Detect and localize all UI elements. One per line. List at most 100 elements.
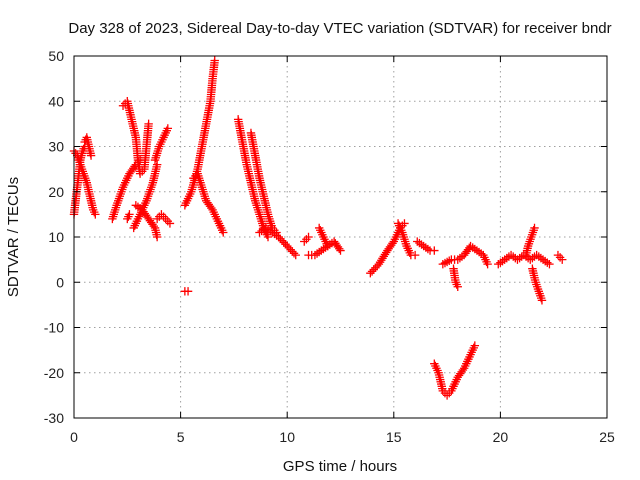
data-point [430, 246, 439, 255]
data-point-interpolated [508, 252, 518, 261]
data-series-arc-2 [80, 133, 96, 160]
data-point-interpolated [312, 249, 322, 258]
data-point-interpolated [265, 226, 275, 236]
data-point [135, 169, 145, 178]
data-point [513, 255, 522, 264]
data-point [451, 278, 460, 287]
data-point-interpolated [197, 180, 206, 190]
data-point [123, 214, 132, 224]
data-point-interpolated [540, 256, 550, 266]
data-point [506, 250, 516, 260]
data-point [494, 259, 503, 269]
data-point-interpolated [199, 187, 208, 196]
data-point [500, 255, 509, 264]
data-point [157, 210, 166, 219]
x-tick-label: 10 [279, 429, 295, 445]
data-point-interpolated [111, 205, 120, 215]
data-point-interpolated [534, 252, 543, 261]
data-point-interpolated [536, 253, 546, 263]
data-point [291, 250, 300, 260]
data-point-interpolated [251, 198, 261, 208]
data-point-interpolated [152, 151, 161, 160]
data-point-interpolated [265, 214, 274, 224]
data-series-arc-11 [180, 287, 193, 296]
data-point [323, 241, 332, 251]
data-point [210, 56, 219, 65]
data-point-interpolated [110, 207, 119, 217]
data-point [483, 259, 492, 269]
data-point-interpolated [253, 203, 262, 212]
data-point-interpolated [515, 253, 524, 263]
data-point [553, 250, 563, 260]
y-tick-label: 0 [56, 274, 64, 290]
data-point-interpolated [159, 212, 168, 221]
data-point-interpolated [440, 258, 450, 268]
data-point-interpolated [257, 216, 266, 226]
data-point [152, 214, 162, 224]
data-point [161, 214, 170, 224]
data-point [453, 282, 462, 291]
data-point [131, 201, 141, 210]
data-point-interpolated [417, 240, 426, 249]
data-point [526, 255, 535, 264]
data-point-interpolated [108, 212, 118, 221]
x-tick-label: 25 [599, 429, 615, 445]
data-point [268, 228, 277, 237]
y-tick-label: 20 [48, 184, 64, 200]
data-point-interpolated [256, 214, 266, 224]
data-point-interpolated [152, 149, 162, 158]
data-point-interpolated [468, 243, 477, 252]
data-series-arc-8 [131, 201, 162, 242]
axis-ticks [73, 55, 608, 419]
data-point [413, 237, 422, 246]
data-point-interpolated [90, 207, 99, 217]
data-point [144, 119, 153, 129]
data-point [152, 160, 162, 169]
data-point-interpolated [109, 210, 118, 219]
data-point [442, 391, 452, 400]
data-point [261, 223, 271, 233]
data-point-interpolated [502, 253, 511, 263]
data-series-arc-26 [494, 250, 554, 269]
data-point-interpolated [543, 258, 552, 267]
data-point [300, 237, 309, 246]
y-tick-label: 30 [48, 139, 64, 155]
data-point [472, 246, 482, 255]
data-point-interpolated [196, 178, 205, 187]
data-series-arc-24 [449, 264, 462, 291]
data-point-interpolated [335, 244, 344, 253]
data-point-interpolated [528, 253, 537, 263]
data-series-arc-15 [246, 128, 281, 237]
data-point-interpolated [481, 255, 490, 264]
data-point [263, 232, 273, 242]
data-point-interpolated [423, 244, 433, 254]
data-point [558, 255, 567, 264]
chart-title: Day 328 of 2023, Sidereal Day-to-day VTE… [68, 20, 611, 37]
data-point [317, 246, 326, 255]
data-point [183, 287, 193, 296]
data-point-interpolated [452, 280, 461, 289]
data-point-interpolated [252, 201, 261, 210]
x-tick-label: 15 [386, 429, 402, 445]
data-point-interpolated [198, 185, 207, 194]
y-tick-label: 50 [48, 48, 64, 64]
data-point-interpolated [255, 212, 265, 221]
y-tick-label: 40 [48, 93, 64, 109]
data-point-interpolated [253, 205, 263, 215]
data-point-interpolated [254, 207, 263, 217]
y-axis-title: SDTVAR / TECUs [5, 177, 22, 297]
x-tick-labels: 0 5 10 15 20 25 [70, 429, 615, 445]
data-point [150, 155, 160, 165]
data-point [263, 210, 273, 219]
data-series-arc-19 [314, 223, 332, 251]
data-point [466, 241, 475, 251]
data-series-arc-28 [528, 264, 547, 305]
y-tick-labels: -30 -20 -10 0 10 20 30 40 50 [44, 48, 64, 426]
data-point [163, 124, 173, 133]
data-series-arc-12 [180, 56, 219, 210]
data-point-interpolated [149, 221, 158, 231]
data-series-arc-22 [413, 237, 439, 255]
data-point-interpolated [124, 212, 133, 221]
data-point-interpolated [289, 249, 299, 258]
